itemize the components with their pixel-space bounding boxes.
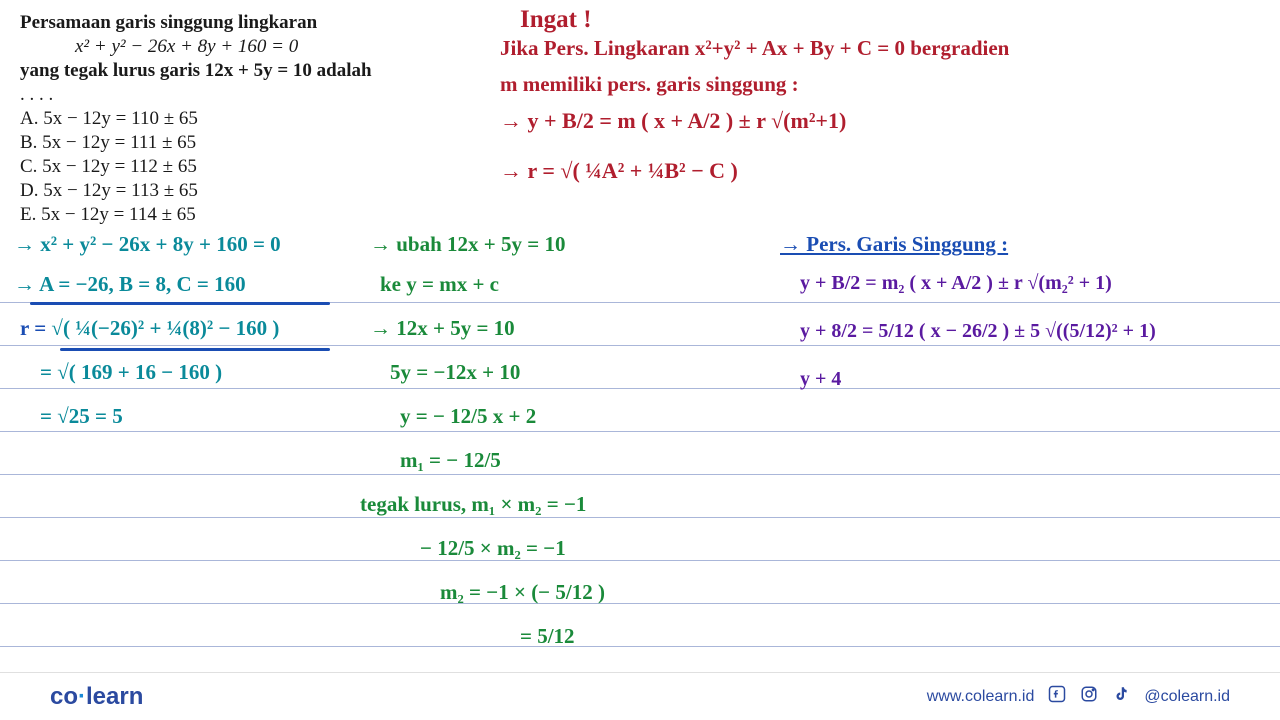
option-e: E. 5x − 12y = 114 ± 65 [20,204,196,226]
teal-r-expr: √( ¼(−26)² + ¼(8)² − 160 ) [51,316,279,340]
green-note-2: ke y = mx + c [380,272,499,297]
question-subtitle: yang tegak lurus garis 12x + 5y = 10 ada… [20,60,372,82]
brand-logo: co·learn [50,683,143,711]
red-note-line2: Jika Pers. Lingkaran x²+y² + Ax + By + C… [500,36,1009,61]
footer-url: www.colearn.id [927,688,1035,706]
blue-note-r: r = √( ¼(−26)² + ¼(8)² − 160 ) [20,316,279,341]
instagram-icon [1080,685,1098,708]
green-note-8: − 12/5 × m₂ = −1 [420,536,566,561]
purple-title: → Pers. Garis Singgung : [780,232,1008,257]
question-equation: x² + y² − 26x + 8y + 160 = 0 [75,36,298,58]
brand-dot-icon: · [78,683,86,710]
footer-right: www.colearn.id @colearn.id [927,685,1230,708]
option-c: C. 5x − 12y = 112 ± 65 [20,156,197,178]
teal-note-1: → x² + y² − 26x + 8y + 160 = 0 [14,232,281,257]
option-b: B. 5x − 12y = 111 ± 65 [20,132,196,154]
option-d: D. 5x − 12y = 113 ± 65 [20,180,198,202]
purple-note-2: y + 8/2 = 5/12 ( x − 26/2 ) ± 5 √((5/12)… [800,320,1156,343]
blue-r-label: r = [20,316,51,340]
purple-note-1: y + B/2 = m₂ ( x + A/2 ) ± r √(m₂² + 1) [800,272,1112,295]
question-title: Persamaan garis singgung lingkaran [20,12,317,34]
blue-underline-1 [30,302,330,305]
green-note-7: tegak lurus, m₁ × m₂ = −1 [360,492,586,517]
brand-text-a: co [50,683,78,710]
tiktok-icon [1112,685,1130,708]
red-note-ingat: Ingat ! [520,6,592,34]
option-a: A. 5x − 12y = 110 ± 65 [20,108,198,130]
green-note-4: 5y = −12x + 10 [390,360,520,385]
brand-text-b: learn [86,683,143,710]
teal-note-4: = √( 169 + 16 − 160 ) [40,360,222,385]
footer-bar: co·learn www.colearn.id @colearn.id [0,672,1280,720]
teal-note-5: = √25 = 5 [40,404,123,429]
footer-handle: @colearn.id [1144,688,1230,706]
teal-note-2: → A = −26, B = 8, C = 160 [14,272,246,297]
red-note-formula2: → r = √( ¼A² + ¼B² − C ) [500,158,738,184]
green-note-1: → ubah 12x + 5y = 10 [370,232,565,257]
purple-note-3: y + 4 [800,368,841,391]
green-note-3: → 12x + 5y = 10 [370,316,515,341]
facebook-icon [1048,685,1066,708]
green-note-9: m₂ = −1 × (− 5/12 ) [440,580,605,605]
red-note-formula1: → y + B/2 = m ( x + A/2 ) ± r √(m²+1) [500,108,846,134]
green-note-10: = 5/12 [520,624,575,649]
green-note-5: y = − 12/5 x + 2 [400,404,536,429]
green-note-6: m₁ = − 12/5 [400,448,501,473]
question-dots: . . . . [20,84,53,106]
red-note-line3: m memiliki pers. garis singgung : [500,72,799,97]
blue-underline-2 [60,348,330,351]
